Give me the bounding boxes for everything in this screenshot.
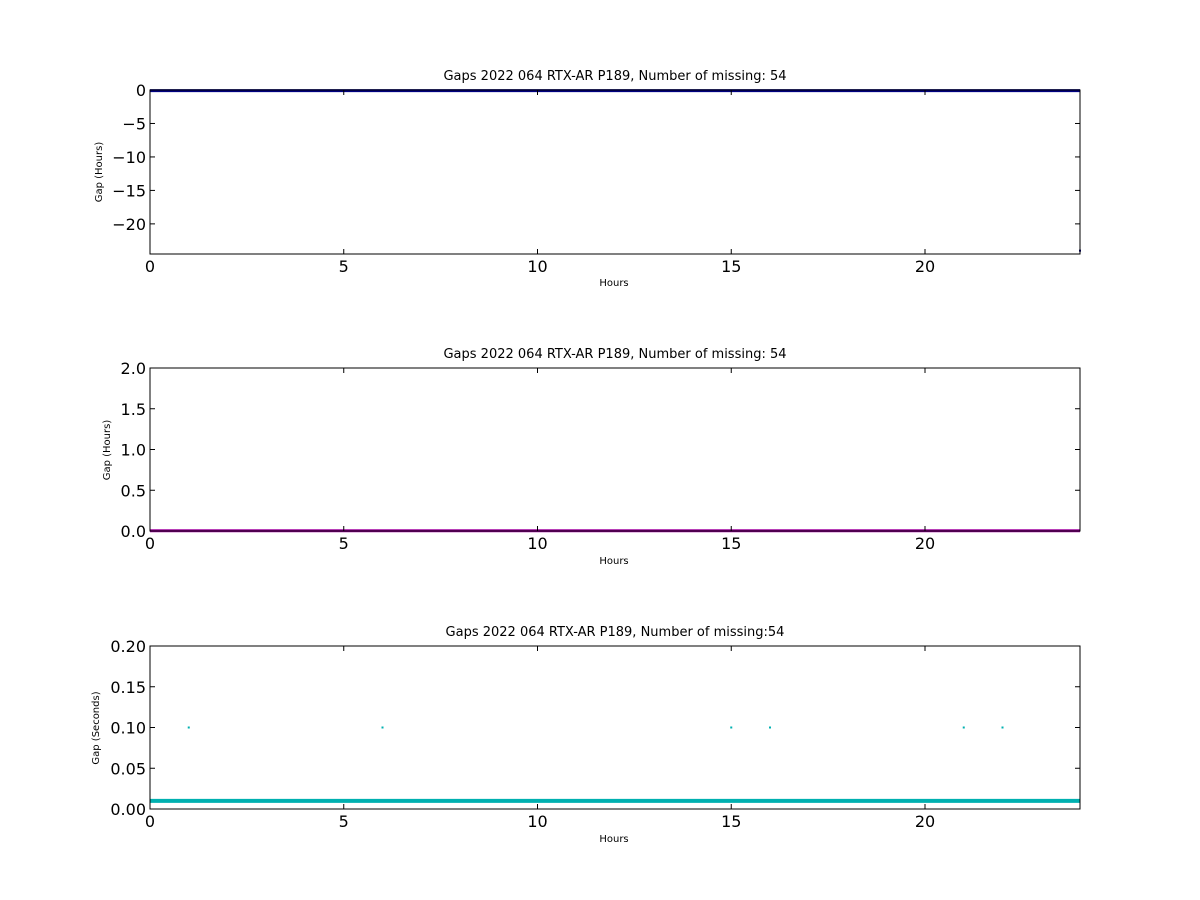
panel-1: Gaps 2022 064 RTX-AR P189, Number of mis… [94,69,1081,289]
panel-3-y-tick-label: 0.20 [110,637,146,656]
panel-3-x-tick-label: 15 [721,812,741,831]
panel-1-x-tick-label: 0 [145,257,155,276]
panel-2-x-axis-label: Hours [599,556,628,567]
panel-3-title: Gaps 2022 064 RTX-AR P189, Number of mis… [446,625,785,640]
panel-1-y-tick-label: −5 [122,114,146,133]
panel-3-x-tick-label: 20 [915,812,935,831]
panel-1-plot-area: 0 5 10 15 20 0 −5 −10 −15 −20 [112,81,1081,276]
panel-2-y-tick-label: 0.0 [121,522,146,541]
panel-2-title: Gaps 2022 064 RTX-AR P189, Number of mis… [443,347,786,362]
panel-3-y-tick-label: 0.15 [110,678,146,697]
panel-1-x-tick-label: 10 [527,257,547,276]
panel-2-y-tick-label: 2.0 [121,359,146,378]
panel-3-data-point [187,726,190,729]
panel-3-data-point [962,726,965,729]
panel-3-y-tick-label: 0.10 [110,719,146,738]
panel-2-y-axis-label: Gap (Hours) [102,420,113,481]
panel-2-x-tick-label: 0 [145,534,155,553]
panel-2-plot-area: 0 5 10 15 20 0.0 0.5 1.0 1.5 2.0 [121,359,1081,553]
panel-1-x-axis-label: Hours [599,278,628,289]
panel-2-y-tick-label: 0.5 [121,481,146,500]
panel-3-x-axis-label: Hours [599,834,628,845]
panel-1-y-tick-label: 0 [136,81,146,100]
panel-1-x-tick-label: 20 [915,257,935,276]
panel-1-y-tick-label: −10 [112,148,146,167]
panel-1-title: Gaps 2022 064 RTX-AR P189, Number of mis… [443,69,786,84]
panel-3-plot-area: 0 5 10 15 20 0.00 0.05 0.10 0.15 0.20 [110,637,1081,831]
panel-3-y-tick-label: 0.05 [110,759,146,778]
panel-3-data-point [1001,726,1004,729]
panel-3-y-axis-label: Gap (Seconds) [91,691,102,764]
panel-2-x-tick-label: 10 [527,534,547,553]
panel-1-y-tick-label: −20 [112,215,146,234]
panel-2-y-tick-label: 1.5 [121,400,146,419]
panel-2-x-tick-label: 15 [721,534,741,553]
panel-1-x-tick-label: 15 [721,257,741,276]
panel-3: Gaps 2022 064 RTX-AR P189, Number of mis… [91,625,1081,845]
panel-3-x-tick-label: 10 [527,812,547,831]
panel-3-x-tick-label: 5 [339,812,349,831]
panel-1-axes-frame [149,89,1081,255]
panel-1-x-tick-label: 5 [339,257,349,276]
panel-2-x-tick-label: 20 [915,534,935,553]
panel-2-x-tick-label: 5 [339,534,349,553]
panel-3-data-point [769,726,771,729]
panel-2: Gaps 2022 064 RTX-AR P189, Number of mis… [102,347,1081,567]
panel-3-y-tick-label: 0.00 [110,800,146,819]
panel-2-y-tick-label: 1.0 [121,441,146,460]
panel-3-data-point [381,726,384,729]
panel-3-data-point [730,726,733,729]
panel-1-y-axis-label: Gap (Hours) [94,142,105,203]
panel-3-x-tick-label: 0 [145,812,155,831]
panel-1-y-tick-label: −15 [112,181,146,200]
